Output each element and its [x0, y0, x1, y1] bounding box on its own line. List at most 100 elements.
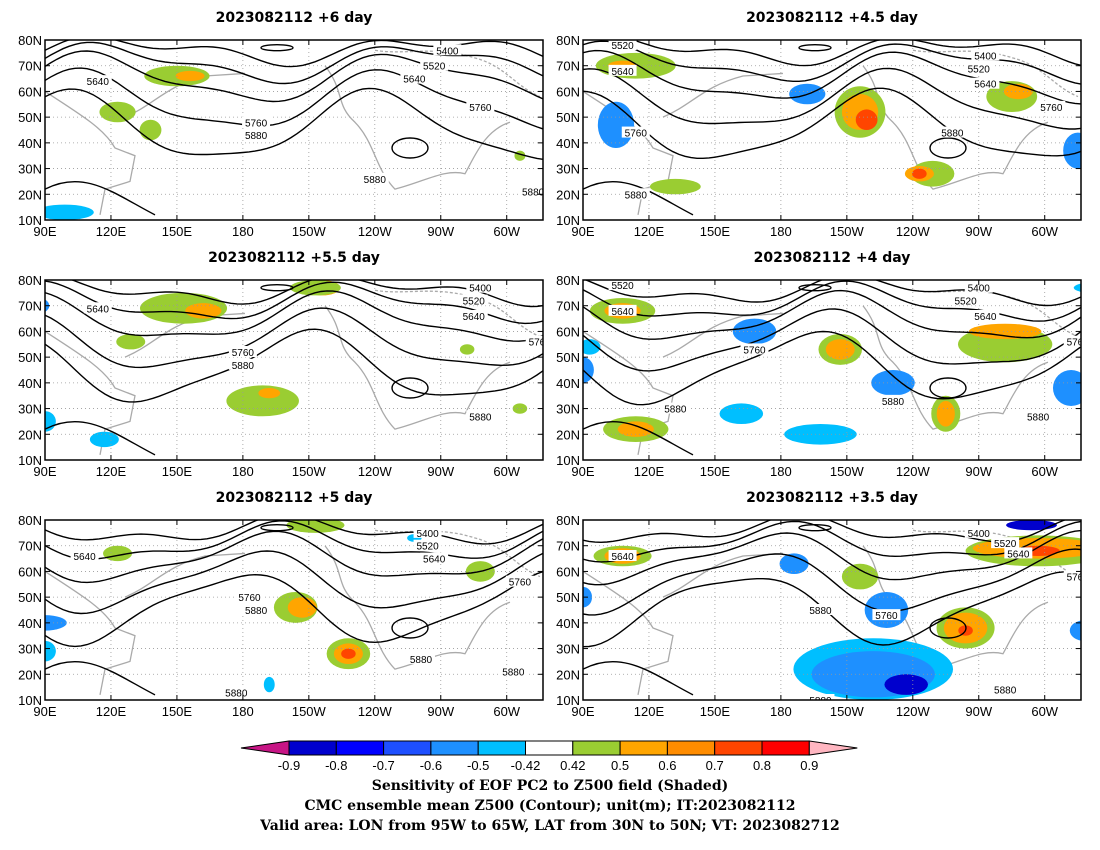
lon-tick-label: 120E	[96, 464, 127, 479]
map-content: 5400 5520 5640 5640 5760 5760 5880 5880 5880 5880	[45, 520, 543, 700]
colorbar-segment	[572, 740, 621, 756]
gridlines	[45, 520, 543, 700]
contour-label-bg	[433, 44, 462, 56]
lat-tick-label: 40N	[556, 616, 580, 631]
lon-tick-label: 90E	[33, 224, 56, 239]
north-america-coast	[324, 305, 511, 430]
contour-label: 5520	[463, 297, 486, 308]
lon-tick-label: 120W	[896, 224, 931, 239]
lat-tick-label: 70N	[18, 539, 42, 554]
shaded-region	[45, 204, 94, 220]
shaded-region	[512, 403, 528, 414]
colorbar: -0.9 -0.8 -0.7 -0.6 -0.5 -0.42 0.42 0.5 0.6 0.7 0.…	[240, 740, 858, 773]
contour-label: 5520	[423, 62, 446, 73]
map-panel: 5400552056405640576057605880588058805880…	[556, 490, 1090, 719]
contour-line	[45, 67, 543, 130]
lat-tick-label: 50N	[556, 590, 580, 605]
shaded-region	[139, 119, 162, 141]
contour-label: 5880	[664, 405, 687, 416]
colorbar-tick-label: 0.7	[706, 758, 724, 773]
contour-label-bg	[951, 294, 980, 306]
contour-label: 5880	[809, 606, 832, 617]
contour-label: 5880	[469, 412, 492, 423]
contour-label: 5640	[611, 67, 634, 78]
lon-tick-label: 120W	[896, 704, 931, 719]
gridlines	[583, 40, 1081, 220]
contour-line	[45, 570, 543, 648]
shaded-region	[617, 421, 654, 437]
lat-tick-label: 20N	[556, 427, 580, 442]
contour-label: 5760	[625, 129, 648, 140]
shaded-region	[719, 403, 764, 425]
lat-tick-label: 10N	[556, 213, 580, 228]
contour-label-bg	[459, 294, 488, 306]
siberia-coast	[124, 552, 246, 598]
colorbar-tick-label: -0.8	[325, 758, 347, 773]
contour-line	[45, 50, 543, 103]
colorbar-tick-label: 0.6	[658, 758, 676, 773]
contour-line	[45, 40, 543, 68]
sensitivity-shading	[583, 283, 1081, 445]
contour-line	[45, 180, 156, 216]
north-america-coast	[324, 65, 511, 190]
contour-label: 5880	[522, 188, 545, 199]
lat-tick-label: 60N	[556, 324, 580, 339]
contour-label: 5760	[875, 611, 898, 622]
north-america-coast	[324, 545, 511, 670]
contour-label: 5760	[469, 103, 492, 114]
shaded-region	[583, 357, 594, 383]
lat-tick-label: 50N	[18, 350, 42, 365]
contour-label-bg	[525, 335, 543, 347]
contour-loop	[260, 44, 294, 52]
lon-tick-label: 180	[232, 224, 254, 239]
lat-tick-label: 60N	[18, 564, 42, 579]
contour-label: 5640	[974, 80, 997, 91]
lon-tick-label: 180	[232, 704, 254, 719]
contour-line	[45, 530, 543, 584]
contour-label: 5760	[529, 338, 552, 349]
colorbar-tick-label: -0.9	[278, 758, 300, 773]
contour-loop	[798, 284, 832, 292]
shaded-region	[779, 553, 809, 574]
contour-label-bg	[519, 185, 543, 197]
contour-label: 5760	[1067, 573, 1090, 584]
lat-tick-label: 60N	[18, 324, 42, 339]
shaded-region	[871, 370, 915, 396]
sensitivity-shading	[45, 65, 709, 220]
contour-line	[45, 550, 543, 615]
asia-coast	[45, 570, 136, 695]
panel-title: 2023082112 +4 day	[754, 250, 911, 266]
colorbar-segment	[430, 740, 479, 756]
lat-tick-label: 50N	[556, 110, 580, 125]
contour-loop	[929, 617, 967, 639]
colorbar-over-triangle	[808, 740, 858, 756]
shaded-region	[116, 334, 146, 350]
lon-tick-label: 180	[770, 464, 792, 479]
contour-line	[45, 41, 543, 85]
arctic-coast	[912, 49, 1079, 98]
lon-tick-label: 60W	[493, 704, 520, 719]
shaded-region	[638, 339, 653, 349]
contour-line	[583, 420, 694, 456]
lon-tick-label: 90W	[965, 224, 992, 239]
lat-tick-label: 80N	[556, 33, 580, 48]
map-panel: 5400 5520 5640 5640 5760 5760 5880 5880 5880 2023…	[18, 10, 709, 239]
contour-label: 5880	[941, 129, 964, 140]
coastline	[45, 49, 541, 215]
shaded-region	[687, 76, 709, 86]
contour-line	[45, 290, 543, 342]
contour-label-bg	[228, 346, 257, 357]
colorbar-tick-label: -0.42	[511, 758, 541, 773]
contour-label: 5520	[954, 297, 977, 308]
contour-label-bg	[1063, 335, 1081, 347]
contour-line	[45, 87, 543, 160]
contour-label: 5760	[1067, 338, 1090, 349]
contour-label: 5880	[625, 190, 648, 201]
colorbar-segment	[714, 740, 763, 756]
shaded-region	[263, 676, 275, 693]
contour-line	[583, 548, 1081, 616]
lon-tick-label: 180	[770, 704, 792, 719]
contour-label-bg	[1024, 410, 1053, 422]
